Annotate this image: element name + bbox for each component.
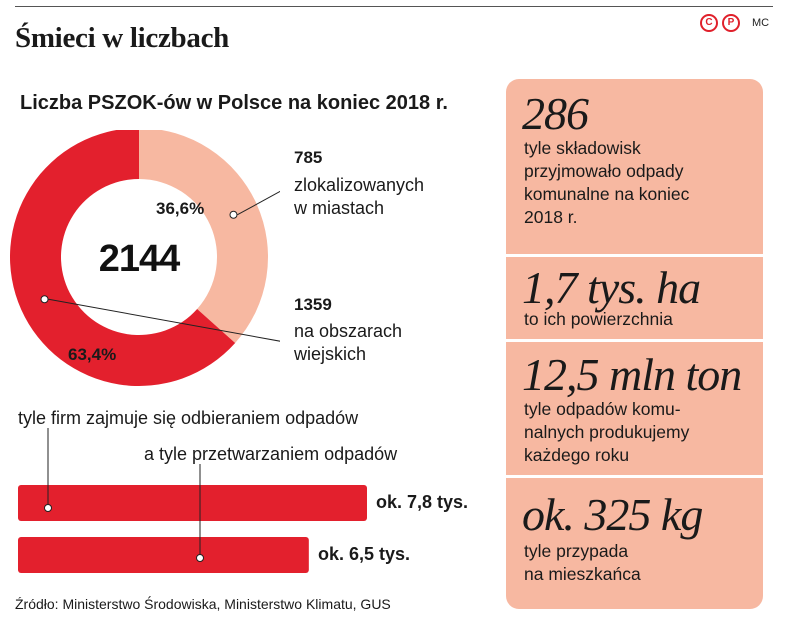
fact-waste-amount: 12,5 mln ton tyle odpadów komu- nalnych … <box>506 342 763 475</box>
fact-line: każdego roku <box>524 445 630 465</box>
fact-landfills: 286 tyle składowisk przyjmowało odpady k… <box>506 79 763 257</box>
author-initials: MC <box>752 17 770 29</box>
connector-dot <box>44 504 52 512</box>
donut-labels: 36,6% 63,4% 2144 <box>40 190 280 364</box>
donut-total-label: 2144 <box>99 238 180 280</box>
fact-line: komunalne na koniec <box>524 184 690 204</box>
bar-caption-processing: a tyle przetwarzaniem odpadów <box>144 444 398 464</box>
slice-percent-label: 36,6% <box>156 199 204 218</box>
fact-description: tyle odpadów komu- nalnych produkujemy k… <box>524 398 689 467</box>
fact-line: to ich powierzchnia <box>524 309 673 329</box>
bar-value-label: ok. 7,8 tys. <box>376 492 469 512</box>
fact-description: tyle przypada na mieszkańca <box>524 540 641 586</box>
cities-value: 785 <box>294 148 323 167</box>
slice-percent-label: 63,4% <box>68 345 116 364</box>
leader-dot <box>40 295 49 304</box>
bar-value-label: ok. 6,5 tys. <box>318 544 411 564</box>
fact-line: nalnych produkujemy <box>524 422 690 442</box>
fact-line: tyle odpadów komu- <box>524 399 681 419</box>
slice-rural <box>10 130 236 386</box>
bar-chart <box>18 428 367 573</box>
fact-description: tyle składowisk przyjmowało odpady komun… <box>524 137 689 229</box>
fact-line: przyjmowało odpady <box>524 161 684 181</box>
fact-area: 1,7 tys. ha to ich powierzchnia <box>506 257 763 339</box>
fact-big-number: 286 <box>522 88 589 139</box>
donut-chart-title: Liczba PSZOK-ów w Polsce na koniec 2018 … <box>20 92 448 114</box>
leader-dot <box>229 210 238 219</box>
brand-logo: C P MC <box>700 14 769 32</box>
page-title: Śmieci w liczbach <box>15 22 229 54</box>
fact-divider <box>506 339 763 342</box>
bar <box>18 537 309 573</box>
rural-value: 1359 <box>294 295 332 314</box>
fact-line: 2018 r. <box>524 207 578 227</box>
fact-big-number: 1,7 tys. ha <box>522 262 701 313</box>
source-note: Źródło: Ministerstwo Środowiska, Ministe… <box>15 596 391 612</box>
connector-dot <box>196 554 204 562</box>
brand-mark-p: P <box>722 14 740 32</box>
fact-description: to ich powierzchnia <box>524 308 673 331</box>
leader-line <box>48 298 280 342</box>
fact-line: tyle przypada <box>524 541 629 561</box>
fact-divider <box>506 254 763 257</box>
bar <box>18 485 367 521</box>
rural-label-line: na obszarach <box>294 321 403 341</box>
donut-chart: 36,6% 63,4% 2144 <box>10 130 280 386</box>
cities-label-line: w miastach <box>294 198 385 218</box>
fact-line: na mieszkańca <box>524 564 641 584</box>
fact-per-capita: ok. 325 kg tyle przypada na mieszkańca <box>506 478 763 609</box>
slice-cities <box>139 130 268 343</box>
fact-big-number: 12,5 mln ton <box>522 349 742 400</box>
rural-label: na obszarach wiejskich <box>294 320 402 366</box>
facts-panel: 286 tyle składowisk przyjmowało odpady k… <box>506 79 763 609</box>
rural-label-line: wiejskich <box>294 344 367 364</box>
cities-label: zlokalizowanych w miastach <box>294 174 424 220</box>
brand-mark-c: C <box>700 14 718 32</box>
leader-line <box>237 190 280 216</box>
cities-label-line: zlokalizowanych <box>294 175 425 195</box>
fact-big-number: ok. 325 kg <box>522 489 703 540</box>
top-rule <box>15 6 773 7</box>
bar-caption-collection: tyle firm zajmuje się odbieraniem odpadó… <box>18 408 359 428</box>
donut-slices <box>10 130 268 386</box>
fact-line: tyle składowisk <box>524 138 641 158</box>
fact-divider <box>506 475 763 478</box>
